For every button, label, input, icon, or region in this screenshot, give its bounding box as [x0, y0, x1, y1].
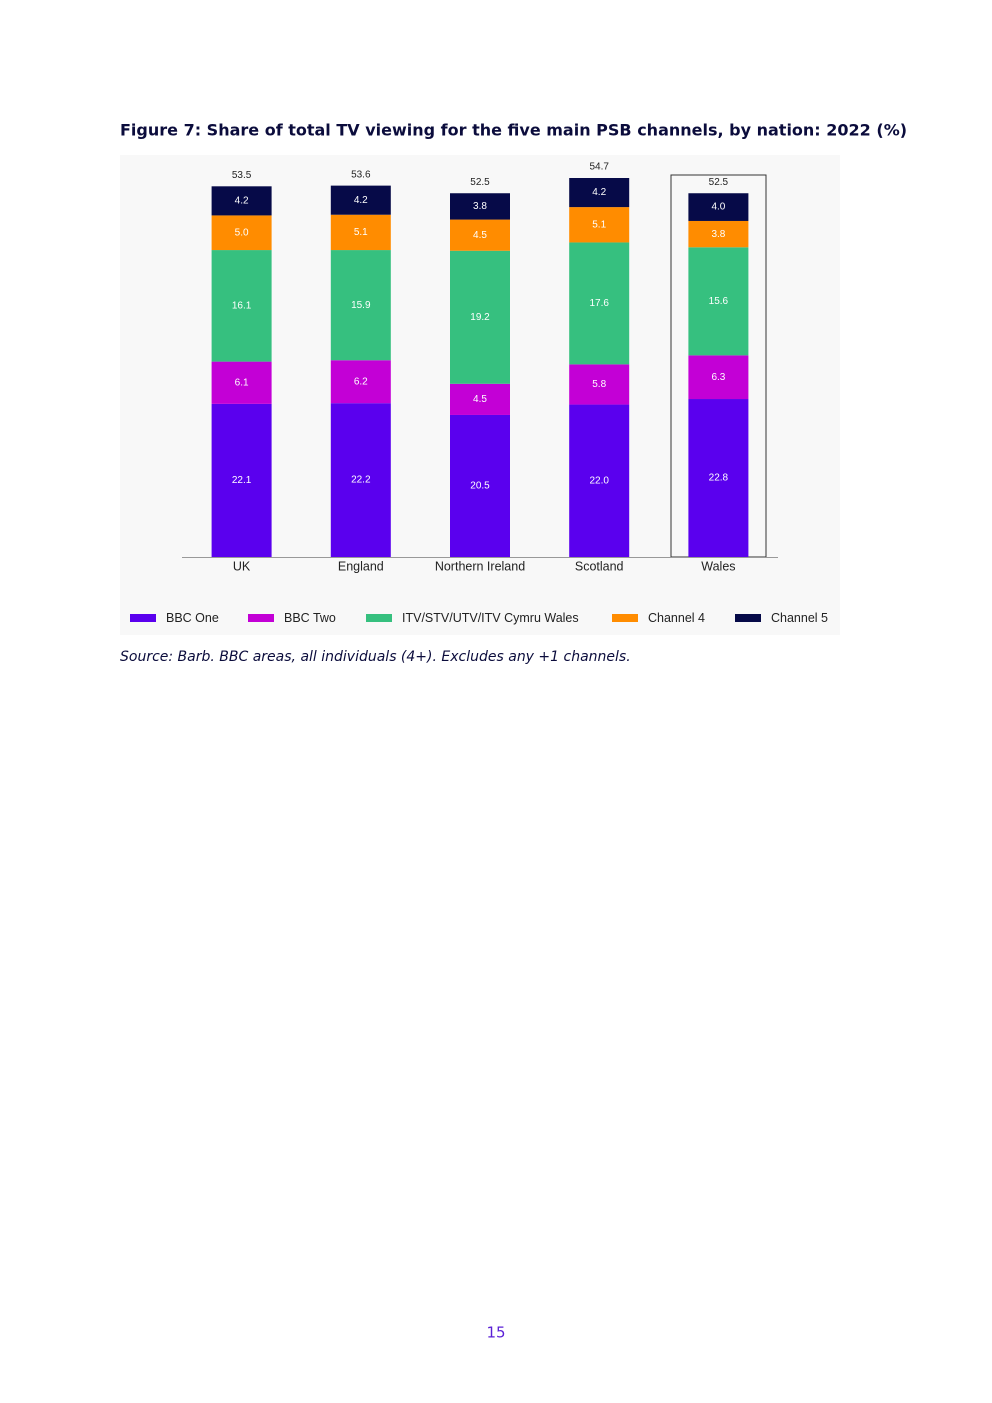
bar-segment	[211, 403, 272, 557]
legend-swatch	[130, 614, 156, 622]
source-note: Source: Barb. BBC areas, all individuals…	[120, 649, 631, 665]
value-label: 6.2	[354, 376, 368, 387]
legend-label: Channel 4	[648, 611, 705, 625]
bar-segment	[450, 383, 510, 415]
legend-label: BBC One	[166, 611, 219, 625]
total-label: 53.5	[232, 170, 252, 181]
legend-swatch	[735, 614, 761, 622]
value-label: 5.1	[354, 227, 368, 238]
value-label: 22.2	[351, 475, 371, 486]
value-label: 4.0	[711, 202, 725, 213]
value-label: 4.5	[473, 230, 487, 241]
value-label: 22.0	[589, 475, 609, 486]
value-label: 15.9	[351, 300, 371, 311]
legend-swatch	[612, 614, 638, 622]
value-label: 22.8	[709, 473, 729, 484]
bar-segment	[330, 250, 391, 361]
x-tick-label: England	[338, 559, 384, 573]
total-label: 53.6	[351, 169, 371, 180]
value-label: 22.1	[232, 475, 252, 486]
value-label: 6.1	[235, 377, 249, 388]
bar-segment	[688, 220, 749, 248]
bar-segment	[450, 219, 510, 251]
figure-title: Figure 7: Share of total TV viewing for …	[120, 121, 907, 140]
x-tick-label: Northern Ireland	[435, 559, 525, 573]
bar-segment	[211, 361, 272, 404]
value-label: 4.5	[473, 394, 487, 405]
value-label: 19.2	[470, 312, 490, 323]
bar-segment	[330, 185, 391, 215]
bar-segment	[569, 207, 630, 243]
bar-segment	[450, 250, 510, 384]
value-label: 4.2	[354, 195, 368, 206]
value-label: 6.3	[711, 372, 725, 383]
bar-segment	[569, 404, 630, 557]
value-label: 5.1	[592, 219, 606, 230]
total-label: 54.7	[589, 162, 609, 173]
x-tick-label: Scotland	[575, 559, 624, 573]
bar-segment	[211, 215, 272, 251]
bar-segment	[688, 193, 749, 221]
bar-segment	[211, 250, 272, 362]
bar-segment	[688, 399, 749, 557]
x-tick-label: Wales	[701, 559, 735, 573]
value-label: 3.8	[711, 229, 725, 240]
value-label: 17.6	[589, 298, 609, 309]
legend-label: ITV/STV/UTV/ITV Cymru Wales	[402, 611, 579, 625]
bar-segment	[330, 214, 391, 251]
page-number: 15	[486, 1324, 505, 1342]
value-label: 16.1	[232, 300, 252, 311]
bar-segment	[450, 414, 510, 557]
bar-segment	[688, 355, 749, 400]
value-label: 3.8	[473, 201, 487, 212]
legend-swatch	[248, 614, 274, 622]
legend-label: BBC Two	[284, 611, 336, 625]
bar-segment	[688, 247, 749, 356]
bar-segment	[330, 403, 391, 557]
x-tick-label: UK	[233, 559, 251, 573]
legend-label: Channel 5	[771, 611, 828, 625]
value-label: 15.6	[709, 296, 729, 307]
value-label: 4.2	[235, 196, 249, 207]
total-label: 52.5	[709, 177, 729, 188]
value-label: 5.8	[592, 379, 606, 390]
bar-segment	[569, 364, 630, 405]
bar-segment	[569, 242, 630, 365]
total-label: 52.5	[470, 177, 490, 188]
bar-segment	[211, 186, 272, 216]
bar-segment	[330, 360, 391, 404]
bar-segment	[450, 193, 510, 220]
bar-segment	[569, 178, 630, 208]
value-label: 4.2	[592, 187, 606, 198]
value-label: 20.5	[470, 481, 490, 492]
value-label: 5.0	[235, 227, 249, 238]
legend-swatch	[366, 614, 392, 622]
